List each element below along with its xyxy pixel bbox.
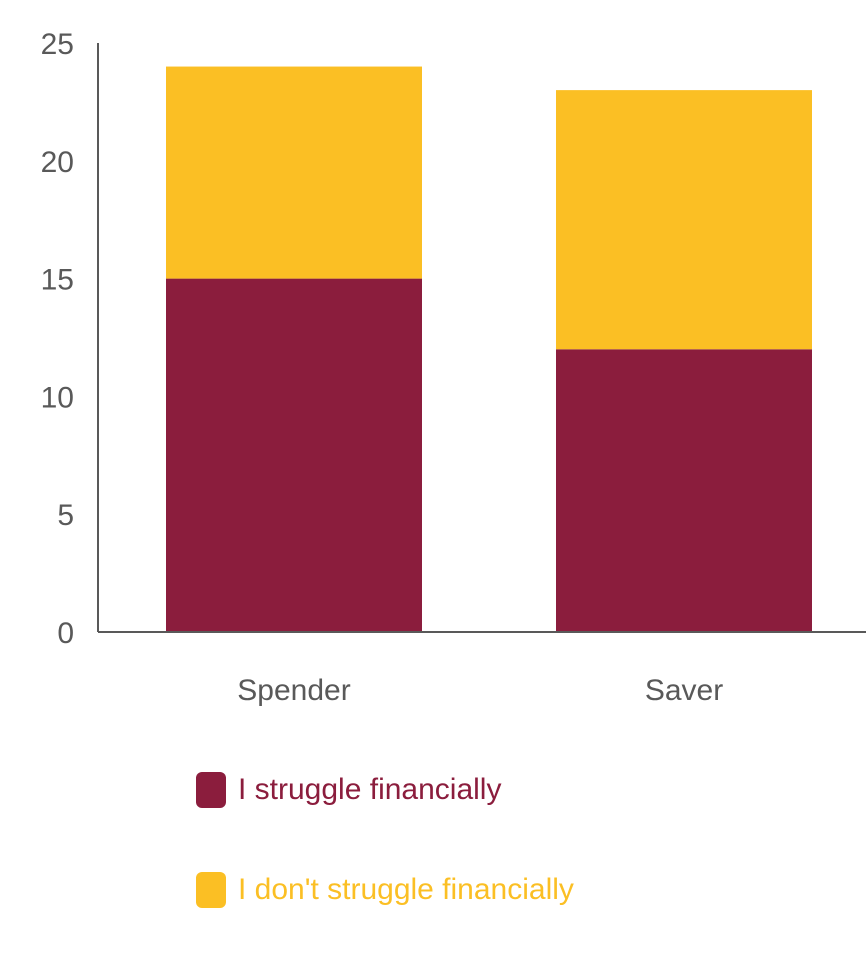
- legend-swatch-struggle: [196, 772, 226, 808]
- legend-swatch-no-struggle: [196, 872, 226, 908]
- legend-label-struggle: I struggle financially: [238, 773, 502, 806]
- legend-item-no-struggle: I don't struggle financially: [196, 860, 574, 920]
- x-axis-category-labels: Spender Saver: [237, 674, 723, 707]
- y-tick-label: 10: [41, 381, 74, 414]
- legend: I struggle financially I don't struggle …: [196, 760, 574, 960]
- bars: [166, 66, 812, 632]
- category-label-spender: Spender: [237, 674, 350, 707]
- y-axis-ticks: 0 5 10 15 20 25: [41, 28, 74, 650]
- y-tick-label: 5: [57, 499, 74, 532]
- bar-segment-spender-struggle: [166, 278, 422, 632]
- bar-segment-saver-no-struggle: [556, 90, 812, 350]
- stacked-bar-chart: 0 5 10 15 20 25 Spender Saver: [41, 28, 866, 707]
- bar-segment-saver-struggle: [556, 349, 812, 632]
- legend-item-struggle: I struggle financially: [196, 760, 574, 820]
- y-tick-label: 20: [41, 146, 74, 179]
- y-tick-label: 25: [41, 28, 74, 61]
- y-tick-label: 15: [41, 264, 74, 297]
- bar-segment-spender-no-struggle: [166, 66, 422, 279]
- y-tick-label: 0: [57, 617, 74, 650]
- category-label-saver: Saver: [645, 674, 723, 707]
- legend-label-no-struggle: I don't struggle financially: [238, 873, 574, 906]
